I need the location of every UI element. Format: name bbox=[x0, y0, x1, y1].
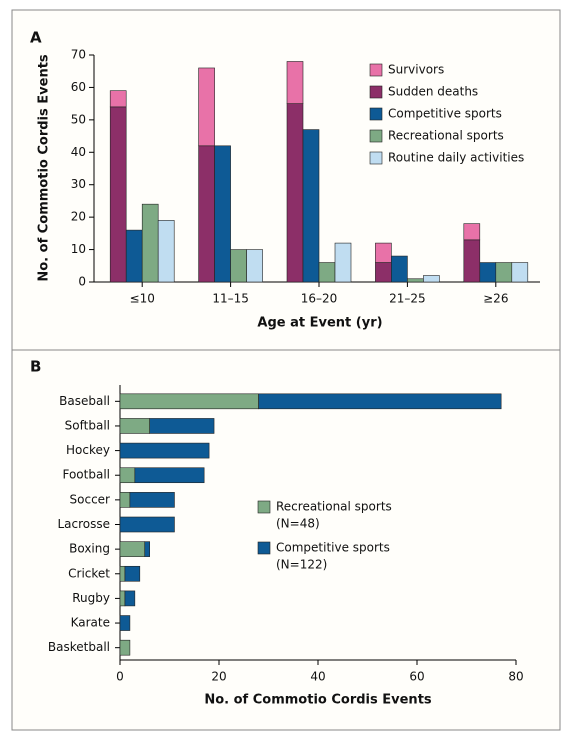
bar-segment bbox=[463, 239, 481, 283]
legend-label: Sudden deaths bbox=[388, 85, 478, 99]
legend-swatch bbox=[369, 85, 383, 99]
panel-label: B bbox=[30, 358, 41, 376]
bar-segment bbox=[149, 418, 215, 434]
bar bbox=[141, 203, 159, 283]
bar bbox=[230, 249, 247, 283]
legend-label: Recreational sports bbox=[276, 500, 392, 514]
bar-segment bbox=[119, 442, 210, 459]
y-tick-label: Softball bbox=[65, 418, 110, 432]
y-tick-label: 30 bbox=[71, 177, 86, 191]
bar-segment bbox=[119, 541, 146, 557]
x-tick-label: 0 bbox=[116, 670, 124, 684]
y-axis-title: No. of Commotio Cordis Events bbox=[37, 54, 52, 282]
y-tick-label: Rugby bbox=[72, 591, 110, 605]
legend-swatch bbox=[369, 63, 383, 77]
bar bbox=[246, 249, 263, 283]
bar-segment bbox=[198, 67, 215, 147]
bar bbox=[479, 262, 497, 283]
bar-segment bbox=[119, 565, 126, 582]
legend-swatch bbox=[369, 107, 383, 121]
y-tick-label: Football bbox=[62, 468, 110, 482]
y-tick-label: 0 bbox=[78, 275, 86, 289]
bar-segment bbox=[119, 418, 151, 434]
y-tick-label: Karate bbox=[71, 616, 110, 630]
bar-segment bbox=[124, 590, 136, 607]
bar-segment bbox=[119, 393, 259, 410]
legend-label: Recreational sports bbox=[388, 129, 504, 143]
bar-segment bbox=[286, 103, 304, 283]
bar bbox=[302, 129, 320, 283]
bar-segment bbox=[198, 145, 215, 283]
y-tick-label: 50 bbox=[71, 112, 86, 126]
y-tick-label: 70 bbox=[71, 48, 86, 62]
y-tick-label: Boxing bbox=[69, 542, 110, 556]
bar bbox=[318, 262, 336, 283]
bar bbox=[511, 262, 529, 283]
y-tick-label: Lacrosse bbox=[57, 517, 110, 531]
x-tick-label: ≥26 bbox=[483, 292, 508, 306]
x-tick-label: ≤10 bbox=[130, 292, 155, 306]
legend-label: Routine daily activities bbox=[388, 151, 524, 165]
legend-note: (N=122) bbox=[276, 558, 327, 572]
legend-label: Survivors bbox=[388, 63, 444, 77]
bar-segment bbox=[119, 467, 136, 484]
bar bbox=[423, 275, 440, 283]
bar bbox=[407, 278, 424, 283]
legend-swatch bbox=[369, 151, 383, 165]
bar bbox=[125, 229, 143, 283]
bar bbox=[391, 255, 408, 283]
x-tick-label: 60 bbox=[409, 670, 424, 684]
y-tick-label: 40 bbox=[71, 145, 86, 159]
y-tick-label: 60 bbox=[71, 80, 86, 94]
bar-segment bbox=[119, 615, 131, 631]
bar-segment bbox=[119, 492, 131, 508]
x-tick-label: 16–20 bbox=[301, 292, 338, 306]
frame bbox=[11, 9, 561, 731]
bar bbox=[334, 242, 352, 283]
x-tick-label: 11–15 bbox=[212, 292, 249, 306]
y-tick-label: 10 bbox=[71, 242, 86, 256]
legend-note: (N=48) bbox=[276, 517, 320, 531]
bar-segment bbox=[286, 61, 304, 104]
y-tick-label: Soccer bbox=[70, 492, 111, 506]
legend-swatch bbox=[369, 129, 383, 143]
legend-swatch bbox=[257, 541, 271, 555]
y-tick-label: Hockey bbox=[66, 443, 110, 457]
x-axis-title: Age at Event (yr) bbox=[257, 316, 382, 331]
bar-segment bbox=[258, 393, 502, 410]
bar-segment bbox=[119, 590, 126, 607]
bar-segment bbox=[129, 492, 175, 508]
panel-label: A bbox=[30, 29, 42, 47]
bar-segment bbox=[375, 242, 392, 263]
bar bbox=[495, 262, 513, 283]
legend-swatch bbox=[257, 500, 271, 514]
bar-segment bbox=[144, 541, 150, 557]
bar-segment bbox=[119, 639, 131, 656]
x-tick-label: 40 bbox=[310, 670, 325, 684]
x-tick-label: 20 bbox=[211, 670, 226, 684]
bar-segment bbox=[124, 565, 141, 582]
y-tick-label: Baseball bbox=[59, 394, 110, 408]
bar-segment bbox=[375, 262, 392, 283]
legend-label: Competitive sports bbox=[388, 107, 502, 121]
bar-segment bbox=[119, 516, 175, 533]
legend-label: Competitive sports bbox=[276, 541, 390, 555]
bar-segment bbox=[109, 106, 127, 283]
y-tick-label: Basketball bbox=[48, 640, 110, 654]
x-tick-label: 80 bbox=[508, 670, 523, 684]
bar-segment bbox=[134, 467, 205, 484]
y-tick-label: 20 bbox=[71, 210, 86, 224]
x-axis-title: No. of Commotio Cordis Events bbox=[204, 693, 432, 708]
bar bbox=[157, 220, 175, 283]
bar bbox=[214, 145, 231, 283]
bar-segment bbox=[463, 223, 481, 241]
bar-segment bbox=[109, 90, 127, 108]
y-tick-label: Cricket bbox=[68, 566, 110, 580]
x-tick-label: 21–25 bbox=[389, 292, 426, 306]
